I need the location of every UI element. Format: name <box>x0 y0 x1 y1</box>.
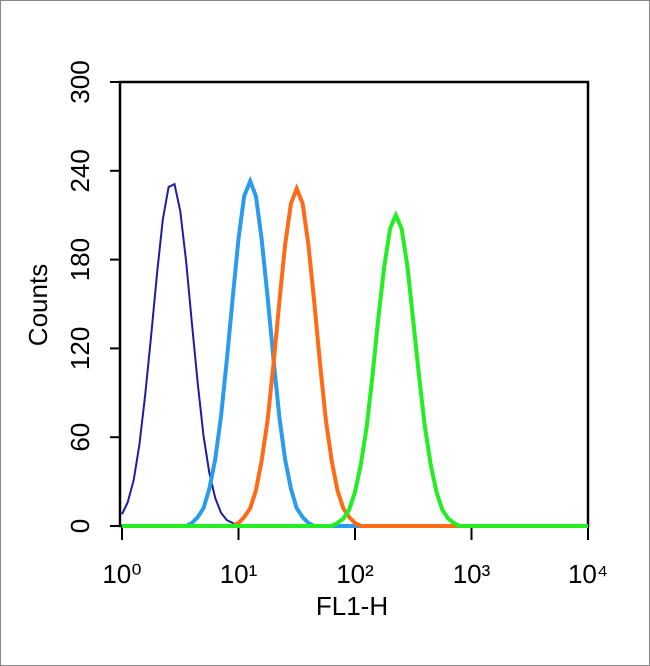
x-axis-label: FL1-H <box>316 591 388 621</box>
x-tick-label: 10⁴ <box>568 559 608 589</box>
x-tick-label: 10¹ <box>220 559 258 589</box>
x-tick-label: 10³ <box>453 559 491 589</box>
y-tick-label: 240 <box>65 149 95 192</box>
y-tick-label: 60 <box>65 423 95 452</box>
x-tick-label: 10² <box>336 559 374 589</box>
y-tick-label: 0 <box>65 519 95 533</box>
y-axis-label: Counts <box>23 264 53 346</box>
histogram-line <box>122 210 588 528</box>
x-tick-label: 10⁰ <box>102 559 141 589</box>
y-tick-label: 300 <box>65 60 95 103</box>
y-tick-label: 120 <box>65 327 95 370</box>
y-tick-label: 180 <box>65 238 95 281</box>
